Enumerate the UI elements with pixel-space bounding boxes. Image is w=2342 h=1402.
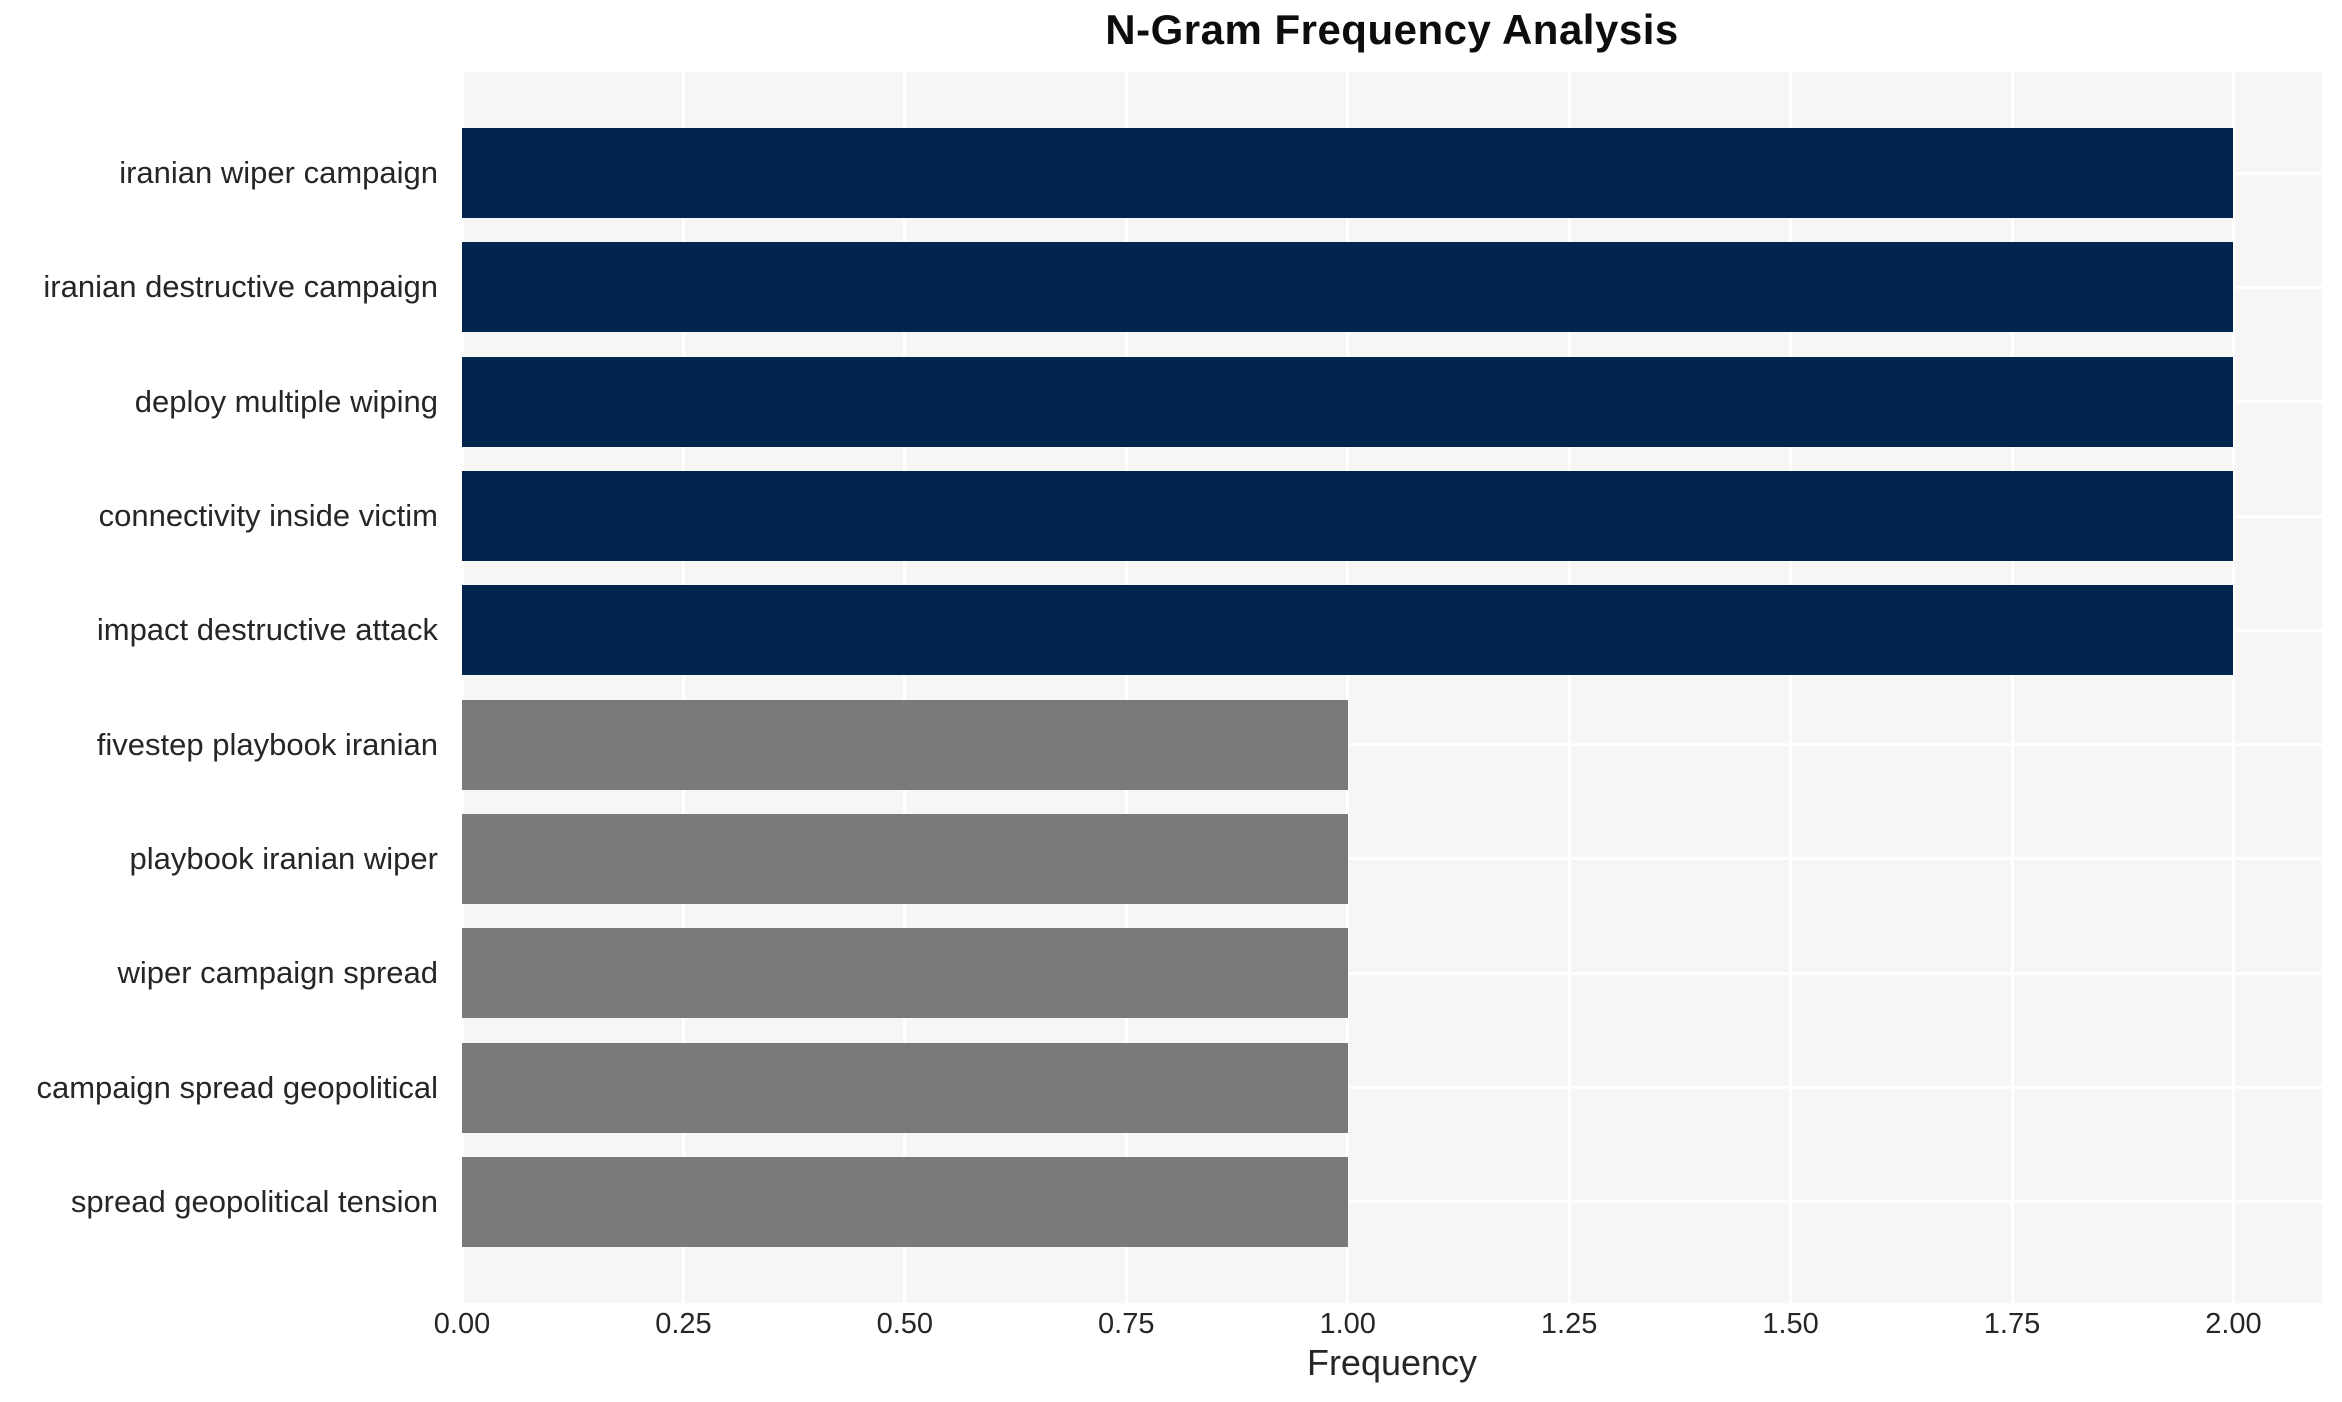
vertical-gridline [2231, 72, 2235, 1303]
y-axis-tick-label: playbook iranian wiper [129, 840, 438, 876]
horizontal-gridline [462, 971, 2322, 975]
horizontal-gridline [462, 1086, 2322, 1090]
bar-impact-destructive-attack [462, 585, 2234, 676]
bar-row [462, 916, 2322, 1030]
horizontal-gridline [462, 743, 2322, 747]
bar-row [462, 459, 2322, 573]
bar-campaign-spread-geopolitical [462, 1042, 1348, 1133]
bar-row [462, 230, 2322, 344]
x-axis-tick-label: 0.75 [1098, 1308, 1155, 1340]
y-axis-labels: iranian wiper campaign iranian destructiv… [0, 72, 450, 1303]
vertical-gridline [681, 72, 685, 1303]
y-axis-tick-label: deploy multiple wiping [134, 383, 438, 419]
bar-deploy-multiple-wiping [462, 356, 2234, 447]
x-axis-tick-label: 0.25 [655, 1308, 712, 1340]
bar-spread-geopolitical-tension [462, 1156, 1348, 1247]
plot-area [460, 72, 2322, 1303]
vertical-gridline [460, 72, 464, 1303]
bar-playbook-iranian-wiper [462, 813, 1348, 904]
y-axis-tick-label: campaign spread geopolitical [36, 1069, 438, 1105]
bar-row [462, 116, 2322, 230]
chart-title: N-Gram Frequency Analysis [1105, 6, 1679, 53]
vertical-gridline [1346, 72, 1350, 1303]
x-axis-tick-label: 1.25 [1540, 1308, 1598, 1340]
horizontal-gridline [462, 1200, 2322, 1204]
vertical-gridline [1567, 72, 1571, 1303]
vertical-gridline [903, 72, 907, 1303]
x-axis-tick-label: 1.00 [1319, 1308, 1376, 1340]
y-axis-tick-label: fivestep playbook iranian [96, 726, 438, 762]
bar-row [462, 1030, 2322, 1144]
y-axis-tick-label: wiper campaign spread [117, 955, 438, 991]
x-axis-tick-label: 2.00 [2205, 1308, 2262, 1340]
bar-row [462, 1145, 2322, 1259]
y-axis-tick-label: connectivity inside victim [98, 498, 438, 534]
horizontal-gridline [462, 857, 2322, 861]
bar-wiper-campaign-spread [462, 928, 1348, 1019]
bar-row [462, 802, 2322, 916]
bar-row [462, 573, 2322, 687]
y-axis-tick-label: spread geopolitical tension [70, 1183, 438, 1219]
x-axis-tick-label: 1.50 [1762, 1308, 1819, 1340]
vertical-gridline [2010, 72, 2014, 1303]
bar-rows [462, 72, 2322, 1303]
y-axis-tick-label: impact destructive attack [96, 612, 438, 648]
bar-row [462, 345, 2322, 459]
x-axis-label: Frequency [1306, 1342, 1478, 1383]
y-axis-tick-label: iranian destructive campaign [43, 269, 438, 305]
vertical-gridline [1124, 72, 1128, 1303]
vertical-gridline [1789, 72, 1793, 1303]
x-axis-ticks: 0.00 0.25 0.50 0.75 1.00 1.25 1.50 1.75 2.00 [0, 1308, 2342, 1344]
bar-row [462, 687, 2322, 801]
x-axis-tick-label: 1.75 [1983, 1308, 2041, 1340]
y-axis-tick-label: iranian wiper campaign [119, 155, 438, 191]
x-axis-tick-label: 0.50 [876, 1308, 934, 1340]
bar-connectivity-inside-victim [462, 471, 2234, 562]
bar-iranian-wiper-campaign [462, 128, 2234, 219]
x-axis-tick-label: 0.00 [433, 1308, 491, 1340]
bar-iranian-destructive-campaign [462, 242, 2234, 333]
bar-fivestep-playbook-iranian [462, 699, 1348, 790]
